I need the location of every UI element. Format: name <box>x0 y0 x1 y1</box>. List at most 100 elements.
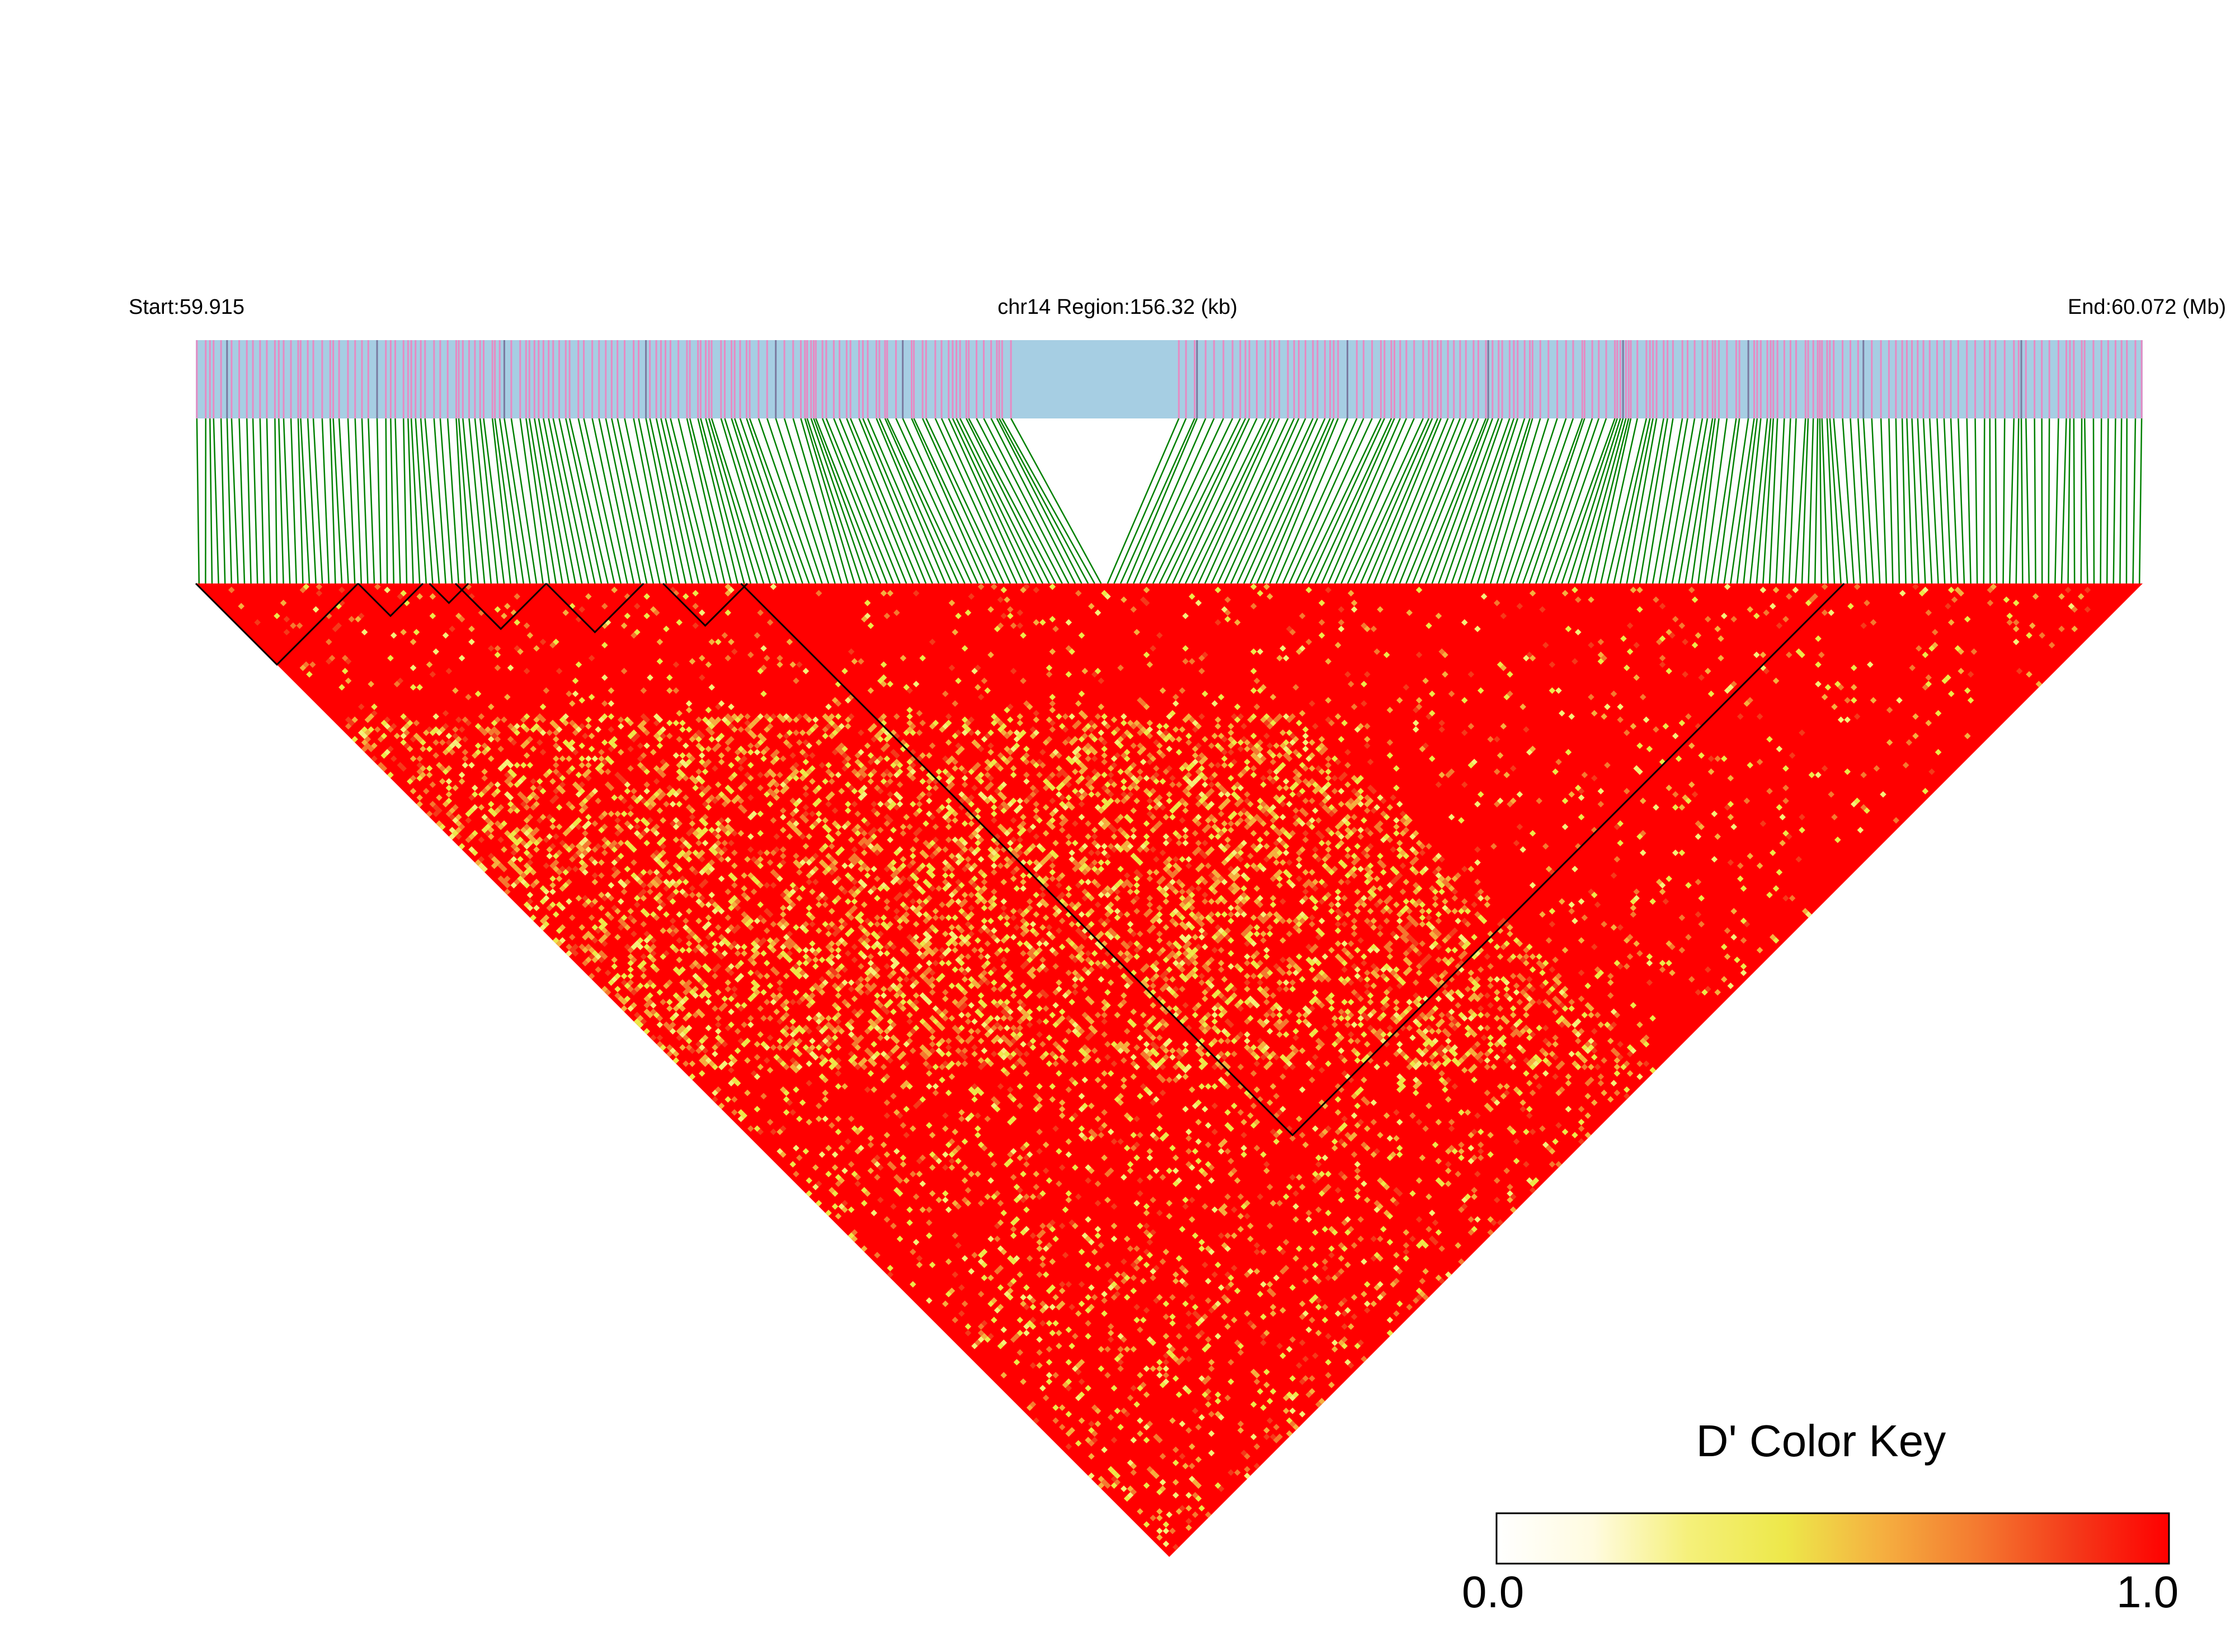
snp-connector <box>1386 418 1455 584</box>
ld-cell-row <box>582 901 1335 908</box>
ld-cell-row <box>520 840 1286 846</box>
ld-cell-row <box>676 911 1812 918</box>
snp-connector <box>529 418 557 584</box>
snp-connector <box>956 418 1037 584</box>
snp-connector <box>1001 418 1095 584</box>
snp-connector <box>895 418 972 584</box>
snp-connector <box>1146 418 1224 584</box>
snp-connector <box>1958 418 1965 584</box>
ld-cell-row <box>604 930 1442 938</box>
snp-connector <box>1966 418 1971 584</box>
haplotype-block <box>195 582 359 666</box>
snp-connector <box>321 418 330 584</box>
snp-connector <box>1425 418 1489 584</box>
snp-connector <box>1871 418 1881 584</box>
ld-cell-row <box>1133 1200 1140 1207</box>
ld-triangle <box>196 583 2143 1557</box>
ld-cell-row <box>1075 1368 1082 1376</box>
ld-cell-row <box>1036 1239 1043 1246</box>
snp-connector <box>220 418 226 584</box>
ld-cell-row <box>1195 600 1202 606</box>
ld-cell-row <box>1403 684 1410 691</box>
ld-cell-row <box>1396 1119 1403 1126</box>
snp-connector <box>1587 418 1630 584</box>
ld-cell-row <box>1058 1281 1085 1288</box>
ld-cell-row <box>1559 710 1565 717</box>
snp-connector <box>876 418 946 584</box>
snp-connector <box>1178 418 1258 584</box>
ld-cell-row <box>916 1170 1234 1178</box>
snp-connector <box>2025 418 2030 584</box>
ld-cell-row <box>848 1161 1562 1168</box>
ld-cell-row <box>796 1154 1484 1161</box>
snp-connector <box>568 418 609 584</box>
snp-connector <box>867 418 940 584</box>
ld-cell-row <box>1127 1492 1192 1499</box>
ld-cell-row <box>653 966 1413 973</box>
ld-cell-row <box>699 655 1724 662</box>
ld-cell-row <box>669 1028 1429 1035</box>
snp-connector <box>821 418 888 584</box>
color-key-max-label: 1.0 <box>2116 1567 2179 1617</box>
ld-cell-row <box>452 804 1867 811</box>
ld-cell-row <box>1114 1408 1121 1414</box>
ld-cell-row <box>1123 1411 1131 1418</box>
snp-connector <box>307 418 317 584</box>
ld-cell-row <box>1250 1433 1257 1441</box>
ld-cell-row <box>656 1015 1455 1022</box>
ld-cell-row <box>520 872 1461 879</box>
ld-cell-row <box>1312 1125 1319 1132</box>
ld-cell-row <box>1578 1105 1585 1113</box>
ld-cell-row <box>1143 1424 1150 1430</box>
snp-connector <box>519 418 544 584</box>
ld-cell-row <box>1198 1505 1205 1512</box>
snp-connector <box>462 418 479 584</box>
snp-connector <box>543 418 576 584</box>
ld-cell-row <box>1107 1336 1114 1343</box>
ld-cell-row <box>1289 1174 1296 1181</box>
ld-cell-row <box>1195 1138 1202 1145</box>
ld-cell-row <box>676 878 1442 886</box>
snp-connector <box>633 418 667 584</box>
ld-cell-row <box>1114 1472 1121 1479</box>
ld-cell-row <box>695 729 1805 736</box>
snp-connector <box>966 418 1050 584</box>
ld-cell-row <box>1065 1443 1072 1450</box>
snp-connector <box>862 418 933 584</box>
ld-cell-row <box>1231 1316 1238 1324</box>
snp-connector <box>2083 418 2088 584</box>
snp-connector <box>968 418 1057 584</box>
snp-connector <box>332 418 343 584</box>
ld-cell-row <box>1163 1378 1169 1385</box>
snp-connector <box>433 418 446 584</box>
snp-connector <box>1217 418 1295 584</box>
ld-cell-row <box>1188 1476 1196 1482</box>
snp-connector <box>913 418 992 584</box>
ld-cell-row <box>1121 1408 1127 1414</box>
snp-connector <box>1857 418 1868 584</box>
ld-cell-row <box>666 1051 1621 1057</box>
snp-connector <box>746 418 803 584</box>
snp-connector <box>1548 418 1607 584</box>
snp-connector <box>934 418 1011 584</box>
snp-connector <box>1901 418 1907 584</box>
ld-cell-row <box>504 888 1640 895</box>
ld-cell-row <box>1121 1485 1127 1492</box>
ld-cell-row <box>731 1076 1478 1084</box>
ld-cell-row <box>906 687 913 694</box>
snp-connector <box>290 418 298 584</box>
snp-connector <box>300 418 310 584</box>
snp-connector <box>385 418 388 584</box>
snp-connector <box>1736 418 1758 584</box>
ld-cell-row <box>1111 1476 1118 1482</box>
ld-cell-row <box>848 1206 1069 1213</box>
snp-connector <box>238 418 246 584</box>
snp-connector <box>468 418 486 584</box>
ld-cell-row <box>1208 1430 1215 1437</box>
ld-cell-row <box>724 1096 1342 1103</box>
snp-connector <box>1483 418 1533 584</box>
ld-cell-row <box>559 716 1241 723</box>
ld-cell-row <box>1445 1271 1452 1278</box>
snp-connector <box>498 418 525 584</box>
